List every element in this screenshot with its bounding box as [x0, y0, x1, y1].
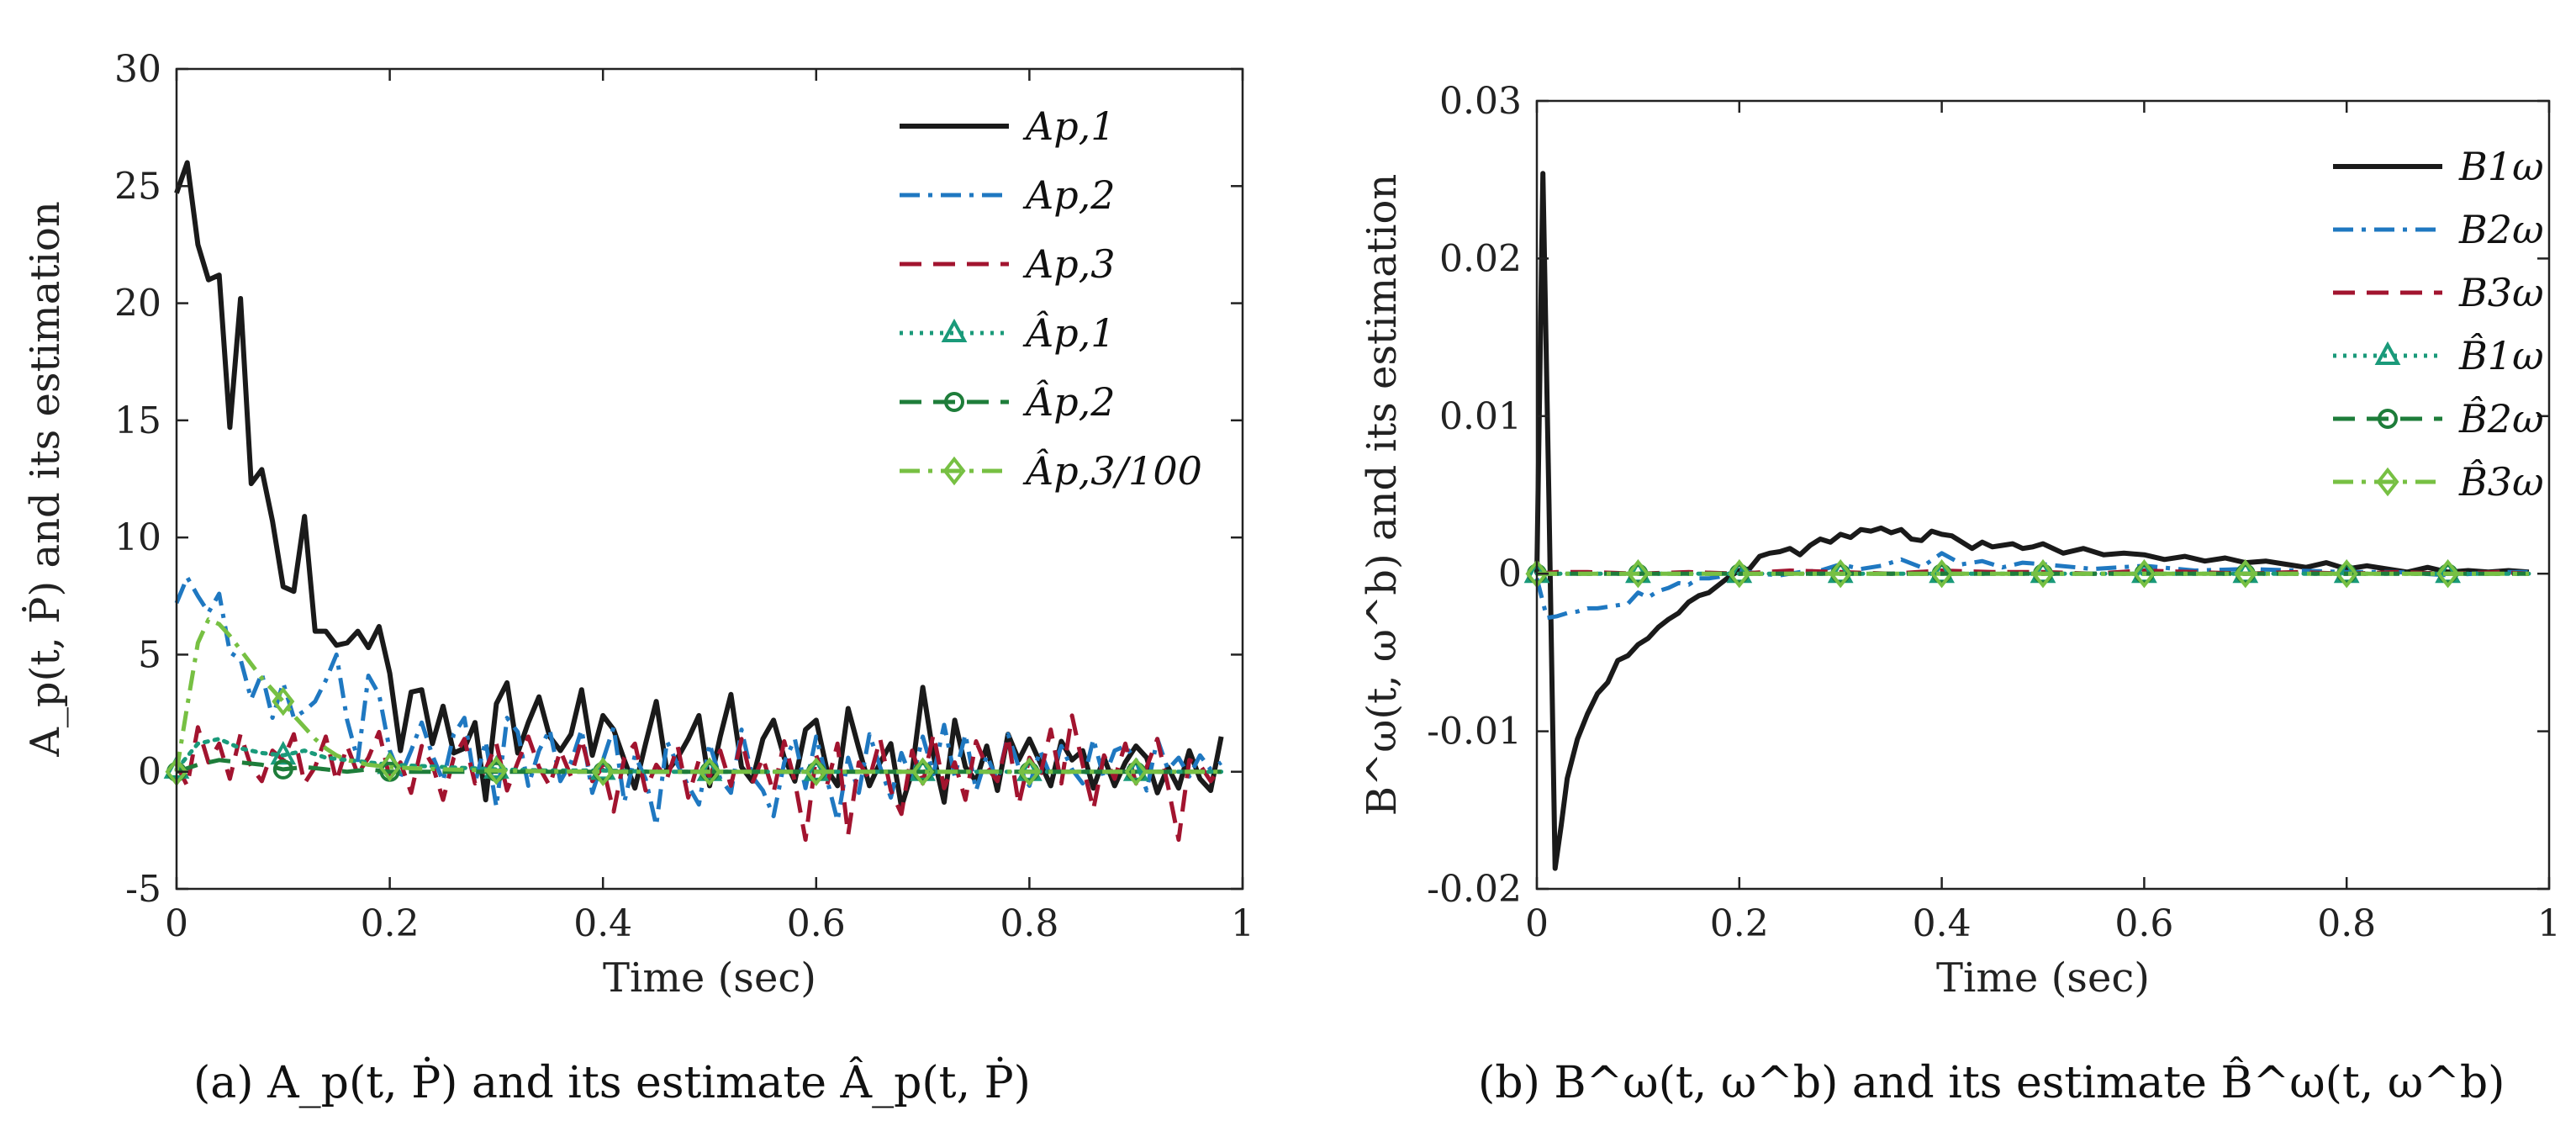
legend-marker-b-3	[2374, 341, 2401, 365]
series-line-a-5	[174, 617, 1222, 775]
x-tick-label-b-1: 0.2	[1710, 902, 1769, 945]
x-tick-label-b-2: 0.4	[1913, 902, 1972, 945]
x-tick-label-a-0: 0	[165, 902, 188, 945]
series-marker-b-5-1	[1626, 558, 1650, 589]
y-axis-label-b: B^ω(t, ω^b) and its estimation	[1359, 174, 1406, 817]
legend-marker-a-4	[944, 392, 964, 412]
series-marker-b-5-6	[2132, 558, 2156, 589]
chart-panel-b: 0 0.2 0.4 0.6 0.8 1 -0.02 -0.01 0 0.01 0.02 0.03 Tim…	[1359, 80, 2561, 1002]
axes-box-a	[175, 67, 1244, 891]
series-marker-b-5-4	[1930, 558, 1954, 589]
series-marker-a-5-2	[378, 752, 402, 782]
series-marker-a-3-1	[270, 741, 297, 765]
caption-a: (a) A_p(t, Ṗ) and its estimate Â_p(t, Ṗ)	[193, 1058, 1031, 1108]
y-tick-label-b-3: 0.01	[1439, 395, 1522, 438]
y-tick-label-a-6: 25	[114, 165, 161, 208]
legend-marker-a-5	[942, 456, 966, 486]
series-marker-a-5-3	[484, 756, 508, 785]
y-tick-label-a-5: 20	[114, 283, 161, 325]
y-tick-label-b-1: -0.01	[1427, 711, 1522, 753]
series-marker-a-5-7	[911, 757, 935, 786]
y-tick-label-b-0: -0.02	[1427, 868, 1522, 911]
series-marker-a-5-4	[591, 757, 615, 786]
series-marker-b-5-3	[1829, 558, 1852, 589]
series-line-a-3	[174, 737, 1224, 775]
y-tick-label-b-5: 0.03	[1439, 80, 1522, 123]
x-tick-label-b-5: 1	[2537, 902, 2561, 945]
y-tick-label-a-3: 10	[114, 516, 161, 559]
x-tick-label-b-0: 0	[1525, 902, 1549, 945]
series-marker-a-5-1	[272, 686, 295, 716]
legend-label-b-0: B1ω	[2458, 144, 2544, 189]
legend-label-a-1: Ap,2	[1022, 172, 1116, 218]
x-tick-label-b-4: 0.8	[2317, 902, 2376, 945]
legend-label-b-4: B̂2ω	[2458, 396, 2544, 441]
series-marker-a-4-1	[272, 759, 293, 780]
series-marker-b-5-7	[2234, 558, 2257, 589]
series-marker-a-5-9	[1124, 757, 1148, 786]
series-marker-a-5-8	[1017, 757, 1041, 786]
x-tick-label-a-4: 0.8	[1000, 902, 1058, 945]
caption-b: (b) B^ω(t, ω^b) and its estimate B̂^ω(t,…	[1478, 1058, 2505, 1108]
x-axis-label-b: Time (sec)	[1936, 954, 2150, 1002]
axes-box-b	[1535, 99, 2551, 891]
y-tick-label-b-2: 0	[1498, 552, 1522, 595]
series-marker-b-5-8	[2335, 558, 2358, 589]
legend-label-b-5: B̂3ω	[2458, 459, 2544, 505]
series-line-b-0	[1534, 171, 2530, 871]
x-tick-label-a-2: 0.4	[573, 902, 632, 945]
legend-label-a-0: Ap,1	[1022, 103, 1116, 149]
series-marker-b-5-2	[1728, 558, 1751, 589]
series-marker-a-5-6	[805, 757, 828, 786]
series-marker-b-5-5	[2031, 558, 2055, 589]
x-tick-label-a-5: 1	[1231, 902, 1254, 945]
series-line-a-1	[174, 575, 1222, 828]
legend-label-a-4: Âp,2	[1022, 378, 1116, 425]
y-tick-label-a-2: 5	[138, 633, 161, 676]
legend-marker-b-4	[2378, 409, 2398, 429]
series-marker-b-5-9	[2436, 558, 2460, 589]
legend-label-b-3: B̂1ω	[2458, 333, 2544, 378]
y-tick-label-a-7: 30	[114, 48, 161, 91]
legend-marker-b-5	[2376, 467, 2399, 497]
x-axis-label-a: Time (sec)	[603, 954, 816, 1002]
y-tick-label-b-4: 0.02	[1439, 237, 1522, 280]
legend-label-a-3: Âp,1	[1022, 309, 1116, 356]
series-line-a-0	[174, 160, 1224, 810]
y-tick-label-a-1: 0	[138, 751, 161, 794]
x-tick-label-b-3: 0.6	[2114, 902, 2173, 945]
y-tick-label-a-4: 15	[114, 399, 161, 442]
y-tick-label-a-0: -5	[125, 868, 161, 911]
legend-marker-a-3	[941, 318, 968, 342]
legend-label-b-2: B3ω	[2458, 270, 2544, 315]
legend-label-a-5: Âp,3/100	[1022, 447, 1202, 494]
legend-label-b-1: B2ω	[2458, 207, 2544, 252]
series-marker-a-5-5	[698, 757, 721, 786]
y-axis-label-a: A_p(t, Ṗ) and its estimation	[21, 201, 69, 758]
legend-label-a-2: Ap,3	[1022, 241, 1116, 287]
series-line-a-2	[174, 713, 1223, 842]
x-tick-label-a-1: 0.2	[361, 902, 420, 945]
x-tick-label-a-3: 0.6	[787, 902, 846, 945]
